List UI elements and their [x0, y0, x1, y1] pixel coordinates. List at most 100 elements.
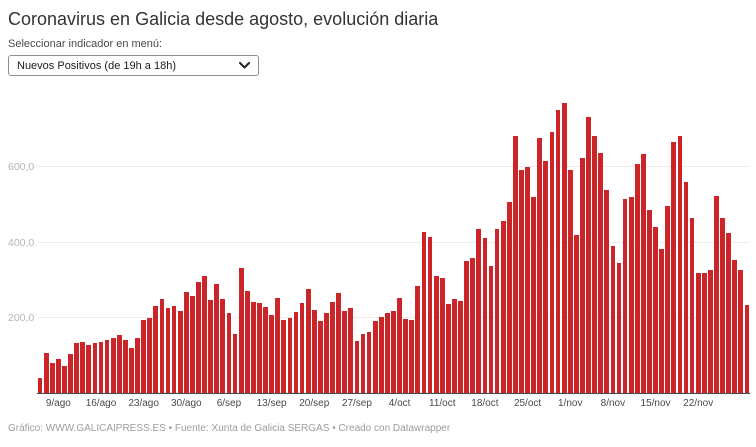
bar[interactable]	[744, 304, 750, 394]
bar[interactable]	[62, 365, 67, 394]
bar[interactable]	[275, 298, 281, 394]
bar[interactable]	[464, 261, 469, 394]
bar[interactable]	[519, 170, 524, 394]
bar[interactable]	[427, 237, 433, 394]
bar[interactable]	[452, 299, 457, 394]
bar[interactable]	[378, 317, 384, 394]
bar[interactable]	[592, 136, 597, 394]
bar[interactable]	[305, 288, 311, 394]
bar[interactable]	[701, 273, 707, 394]
bar[interactable]	[689, 217, 695, 394]
bar[interactable]	[153, 305, 159, 394]
bar[interactable]	[141, 319, 147, 394]
bar[interactable]	[43, 352, 49, 394]
bar[interactable]	[80, 342, 86, 394]
bar[interactable]	[330, 302, 335, 394]
bar[interactable]	[445, 304, 451, 394]
bar[interactable]	[311, 310, 317, 394]
bar[interactable]	[196, 282, 201, 394]
bar[interactable]	[543, 161, 549, 394]
indicator-select[interactable]: Nuevos Positivos (de 19h a 18h)	[8, 55, 259, 76]
bar[interactable]	[409, 319, 415, 394]
bar[interactable]	[397, 298, 402, 394]
bar[interactable]	[336, 293, 342, 394]
bar[interactable]	[342, 310, 348, 394]
bar[interactable]	[354, 341, 360, 394]
bar[interactable]	[482, 238, 488, 394]
bar[interactable]	[421, 231, 427, 394]
bar[interactable]	[671, 142, 677, 394]
bar[interactable]	[74, 343, 79, 394]
bar[interactable]	[640, 153, 646, 394]
bar[interactable]	[647, 209, 652, 394]
bar[interactable]	[488, 265, 494, 394]
bar[interactable]	[37, 377, 43, 394]
bar[interactable]	[458, 301, 463, 394]
bar[interactable]	[628, 197, 634, 394]
bar[interactable]	[281, 319, 287, 394]
bar[interactable]	[98, 342, 104, 394]
bar[interactable]	[269, 314, 274, 394]
bar[interactable]	[634, 164, 640, 394]
bar[interactable]	[110, 337, 116, 394]
bar[interactable]	[226, 313, 232, 394]
bar[interactable]	[580, 157, 585, 394]
bar[interactable]	[129, 347, 134, 394]
bar[interactable]	[506, 201, 512, 394]
bar[interactable]	[250, 302, 256, 394]
bar[interactable]	[695, 272, 701, 394]
bar[interactable]	[567, 169, 573, 394]
bar[interactable]	[55, 359, 61, 394]
bar[interactable]	[604, 190, 610, 394]
bar[interactable]	[385, 312, 390, 394]
bar[interactable]	[232, 333, 238, 394]
bar[interactable]	[263, 306, 268, 394]
bar[interactable]	[86, 344, 92, 394]
bar[interactable]	[622, 199, 628, 394]
bar[interactable]	[732, 260, 738, 394]
bar[interactable]	[372, 321, 378, 394]
bar[interactable]	[476, 228, 482, 394]
bar[interactable]	[257, 303, 262, 394]
bar[interactable]	[208, 299, 214, 394]
bar[interactable]	[116, 334, 122, 394]
bar[interactable]	[299, 303, 305, 394]
bar[interactable]	[494, 228, 500, 394]
bar[interactable]	[537, 137, 543, 394]
bar[interactable]	[415, 285, 421, 394]
bar[interactable]	[683, 182, 689, 394]
bar[interactable]	[159, 299, 165, 394]
bar[interactable]	[122, 339, 128, 394]
bar[interactable]	[573, 234, 579, 394]
bar[interactable]	[561, 102, 567, 394]
bar[interactable]	[500, 220, 506, 394]
bar[interactable]	[324, 312, 329, 394]
bar[interactable]	[549, 132, 555, 394]
bar[interactable]	[49, 362, 55, 394]
bar[interactable]	[348, 307, 354, 394]
bar[interactable]	[287, 318, 293, 394]
bar[interactable]	[708, 270, 713, 394]
bar[interactable]	[177, 311, 183, 394]
bar[interactable]	[238, 268, 244, 394]
bar[interactable]	[610, 246, 616, 394]
bar[interactable]	[677, 135, 683, 394]
bar[interactable]	[104, 340, 110, 394]
bar[interactable]	[165, 307, 171, 394]
bar[interactable]	[202, 276, 207, 394]
bar[interactable]	[513, 135, 518, 394]
bar[interactable]	[433, 276, 439, 394]
bar[interactable]	[391, 310, 396, 394]
bar[interactable]	[360, 333, 366, 394]
bar[interactable]	[171, 305, 177, 394]
bar[interactable]	[135, 338, 140, 394]
bar[interactable]	[403, 319, 409, 394]
bar[interactable]	[244, 291, 250, 394]
bar[interactable]	[92, 343, 98, 394]
bar[interactable]	[68, 354, 73, 394]
bar[interactable]	[598, 153, 604, 394]
bar[interactable]	[555, 110, 561, 394]
bar[interactable]	[616, 262, 622, 394]
bar[interactable]	[720, 218, 725, 394]
bar[interactable]	[147, 318, 153, 394]
